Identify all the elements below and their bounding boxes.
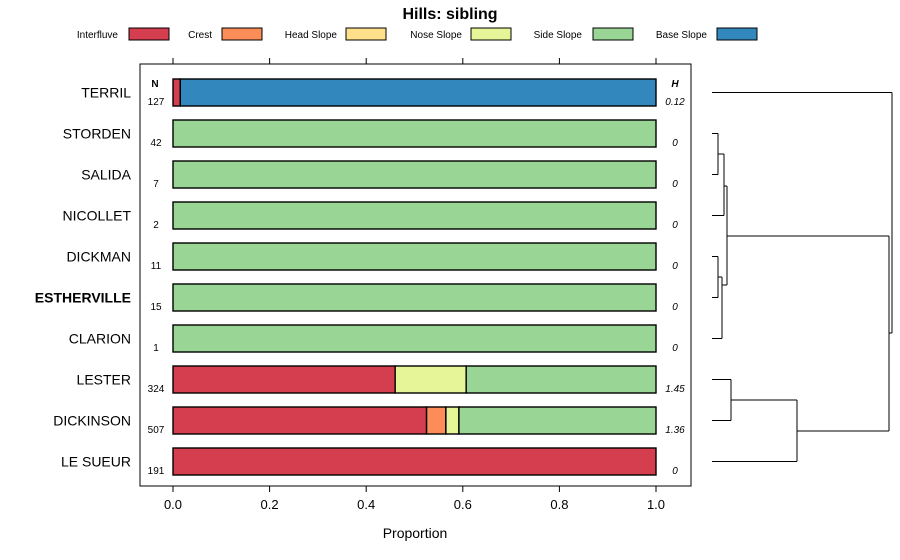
bar-segment-side-slope — [172, 201, 657, 230]
h-value: 1.36 — [665, 425, 685, 436]
bar-segment-interfluve — [172, 406, 428, 435]
bar-row-storden — [172, 119, 657, 148]
row-label-clarion: CLARION — [69, 331, 131, 347]
h-value: 0 — [672, 220, 678, 231]
x-tick-label: 0.8 — [550, 497, 568, 512]
n-value: 127 — [148, 97, 165, 108]
bar-segment-interfluve — [172, 447, 657, 476]
legend-label: Head Slope — [285, 30, 338, 41]
bar-segment-side-slope — [172, 119, 657, 148]
bar-row-salida — [172, 160, 657, 189]
row-label-nicollet: NICOLLET — [63, 208, 132, 224]
x-tick-label: 1.0 — [647, 497, 665, 512]
legend-item-interfluve: Interfluve — [77, 27, 170, 41]
chart-title: Hills: sibling — [402, 6, 497, 23]
legend-label: Crest — [188, 30, 212, 41]
row-label-estherville: ESTHERVILLE — [35, 290, 131, 306]
bar-segment-crest — [425, 406, 447, 435]
legend-swatch — [345, 27, 387, 41]
bar-row-lester — [172, 365, 657, 394]
h-value: 0.12 — [665, 97, 685, 108]
plot-frame — [139, 63, 692, 487]
bar-segment-interfluve — [172, 78, 181, 107]
legend-item-head-slope: Head Slope — [285, 27, 387, 41]
h-value: 1.45 — [665, 384, 685, 395]
legend-swatch — [470, 27, 512, 41]
bar-segment-side-slope — [172, 324, 657, 353]
legend-item-base-slope: Base Slope — [656, 27, 758, 41]
bar-segment-side-slope — [172, 160, 657, 189]
legend-label: Side Slope — [534, 30, 583, 41]
legend-label: Nose Slope — [410, 30, 462, 41]
row-label-le-sueur: LE SUEUR — [61, 454, 131, 470]
legend-swatch — [716, 27, 758, 41]
legend-item-crest: Crest — [188, 27, 263, 41]
bar-segment-base-slope — [179, 78, 657, 107]
bars — [172, 78, 657, 476]
bar-row-terril — [172, 78, 657, 107]
h-value: 0 — [672, 138, 678, 149]
x-axis-label: Proportion — [383, 525, 448, 541]
h-header: H — [671, 79, 679, 90]
bar-segment-side-slope — [172, 283, 657, 312]
bar-row-nicollet — [172, 201, 657, 230]
row-label-dickinson: DICKINSON — [53, 413, 131, 429]
legend-swatch — [128, 27, 170, 41]
h-value: 0 — [672, 261, 678, 272]
bar-segment-interfluve — [172, 365, 396, 394]
n-value: 1 — [153, 343, 159, 354]
legend-label: Interfluve — [77, 30, 119, 41]
bar-segment-side-slope — [458, 406, 657, 435]
h-labels: 0.12 0 0 0 0 0 0 1.45 1.36 0 — [665, 97, 685, 477]
legend-label: Base Slope — [656, 30, 708, 41]
legend-swatch — [592, 27, 634, 41]
bar-segment-side-slope — [465, 365, 657, 394]
bar-segment-nose-slope — [445, 406, 460, 435]
legend-item-nose-slope: Nose Slope — [410, 27, 512, 41]
top-axis-ticks — [172, 58, 657, 64]
row-label-storden: STORDEN — [63, 126, 131, 142]
x-axis: 0.0 0.2 0.4 0.6 0.8 1.0 — [164, 486, 665, 512]
n-value: 42 — [150, 138, 162, 149]
legend: Interfluve Crest Head Slope Nose Slope Side … — [77, 27, 758, 41]
row-label-salida: SALIDA — [81, 167, 131, 183]
n-value: 15 — [150, 302, 162, 313]
bar-row-clarion — [172, 324, 657, 353]
dendrogram — [712, 92, 893, 462]
row-label-dickman: DICKMAN — [66, 249, 131, 265]
n-value: 324 — [148, 384, 165, 395]
x-tick-label: 0.2 — [261, 497, 279, 512]
x-tick-label: 0.0 — [164, 497, 182, 512]
n-value: 507 — [148, 425, 165, 436]
h-value: 0 — [672, 343, 678, 354]
h-value: 0 — [672, 466, 678, 477]
legend-swatch — [221, 27, 263, 41]
n-value: 2 — [153, 220, 159, 231]
h-value: 0 — [672, 302, 678, 313]
n-value: 191 — [148, 466, 165, 477]
bar-row-estherville — [172, 283, 657, 312]
n-header: N — [151, 79, 158, 90]
row-labels: TERRIL STORDEN SALIDA NICOLLET DICKMAN ESTHER… — [35, 85, 132, 470]
h-value: 0 — [672, 179, 678, 190]
row-label-lester: LESTER — [77, 372, 131, 388]
x-tick-label: 0.6 — [454, 497, 472, 512]
x-tick-label: 0.4 — [357, 497, 375, 512]
n-value: 11 — [151, 261, 162, 272]
n-labels: 127 42 7 2 11 15 1 324 507 191 — [148, 97, 165, 477]
bar-segment-nose-slope — [394, 365, 467, 394]
bar-row-dickinson — [172, 406, 657, 435]
legend-item-side-slope: Side Slope — [534, 27, 634, 41]
bar-row-le-sueur — [172, 447, 657, 476]
bar-segment-side-slope — [172, 242, 657, 271]
bar-row-dickman — [172, 242, 657, 271]
n-value: 7 — [153, 179, 159, 190]
row-label-terril: TERRIL — [81, 85, 131, 101]
